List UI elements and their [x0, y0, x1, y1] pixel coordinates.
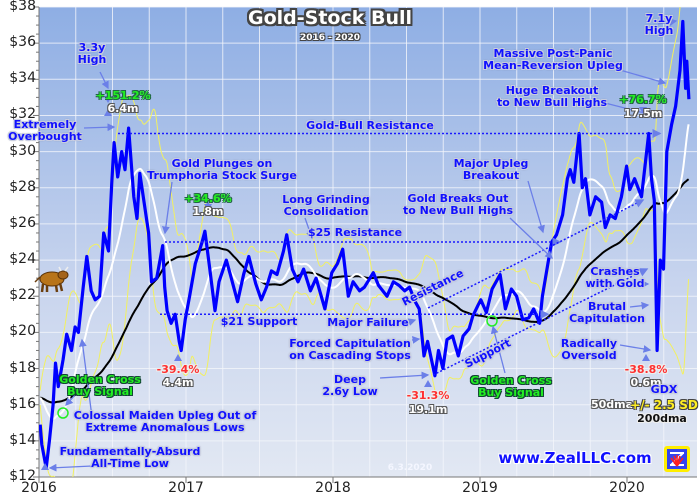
chart-title: Gold-Stock Bull	[247, 7, 413, 29]
y-tick-label: $14	[9, 431, 36, 448]
annotation-major-upleg: Major Upleg Breakout	[453, 157, 529, 182]
annotation-high-3y: 3.3y High	[77, 41, 107, 66]
marker-triangle	[204, 204, 212, 211]
annotation-arrow	[99, 71, 109, 90]
annotation-dur-2018: 19.1m	[408, 403, 448, 416]
marker-triangle	[104, 109, 112, 116]
annotation-gold-breaks: Gold Breaks Out to New Bull Highs	[402, 192, 514, 217]
legend-gdx: GDX	[650, 383, 678, 396]
annotation-arrow	[411, 336, 421, 344]
y-tick-label: $12	[9, 468, 36, 484]
golden-cross-marker	[57, 407, 69, 419]
series-group	[39, 7, 691, 477]
annotation-colossal: Colossal Maiden Upleg Out of Extreme Ano…	[73, 409, 257, 434]
annotation-brutal: Brutal Capitulation	[569, 300, 645, 325]
y-tick-label: $22	[9, 287, 36, 304]
chart-subtitle: 2016 - 2020	[299, 33, 361, 43]
annotation-gc-2019: Golden Cross Buy Signal	[470, 374, 552, 399]
y-tick-label: $24	[9, 251, 36, 268]
annotation-gc-2016: Golden Cross Buy Signal	[59, 373, 141, 398]
y-tick-label: $16	[9, 395, 36, 412]
annotation-crashes: Crashes with Gold	[585, 265, 645, 290]
gdx-price-line	[39, 19, 691, 470]
y-tick-label: $28	[9, 178, 36, 195]
annotation-overbought: Extremely Overbought	[8, 118, 82, 143]
annotation-arrow	[657, 18, 678, 26]
annotation-arrow	[509, 217, 553, 259]
annotation-loss-2016: -39.4%	[156, 363, 200, 376]
legend-200dma: 200dma	[637, 412, 687, 425]
marker-triangle	[41, 463, 49, 470]
zeal-logo	[664, 446, 690, 472]
annotation-arrow	[490, 325, 506, 374]
level-label: $21 Support	[220, 315, 298, 328]
upper-band-line	[39, 7, 681, 391]
chart-date: 6.3.2020	[387, 463, 433, 473]
legend-bands: +/- 2.5 SD	[630, 398, 698, 412]
annotation-huge-breakout: Huge Breakout to New Bull Highs	[496, 84, 608, 109]
annotation-arrow	[527, 180, 545, 234]
website-link[interactable]: www.ZealLLC.com	[498, 449, 652, 467]
annotation-dur-2016: 6.4m	[107, 102, 139, 115]
annotation-gain-2019: +76.7%	[619, 93, 667, 106]
annotation-oversold: Radically Oversold	[560, 337, 618, 362]
marker-triangle	[174, 354, 182, 361]
annotation-dur-2016b: 4.4m	[162, 376, 194, 389]
x-tick-label: 2016	[21, 480, 57, 496]
logo-icon	[667, 449, 687, 469]
annotation-gain-2017: +34.6%	[184, 192, 232, 205]
annotation-loss-2018: -31.3%	[406, 389, 450, 402]
annotation-arrow	[619, 344, 652, 353]
marker-triangle	[639, 97, 647, 104]
annotation-arrow	[162, 181, 173, 235]
marker-triangle	[104, 96, 112, 103]
annotation-arrow	[379, 371, 430, 380]
annotation-dur-2020: 0.6m	[630, 376, 662, 389]
x-tick-label: 2018	[315, 480, 351, 496]
level-label: $25 Resistance	[307, 226, 403, 239]
annotation-deep: Deep 2.6y Low	[322, 373, 378, 398]
annotation-plunges: Gold Plunges on Trumphoria Stock Surge	[147, 157, 297, 182]
y-tick-label: $38	[9, 0, 36, 14]
annotation-grinding: Long Grinding Consolidation	[282, 193, 370, 218]
annotation-arrow	[604, 102, 662, 120]
annotation-loss-2020: -38.8%	[624, 363, 668, 376]
x-tick-label: 2017	[168, 480, 204, 496]
x-tick-label: 2019	[462, 480, 498, 496]
y-tick-label: $26	[9, 214, 36, 231]
annotation-arrow	[629, 301, 650, 310]
y-tick-label: $34	[9, 70, 36, 87]
marker-triangle	[639, 107, 647, 114]
bull-icon	[34, 266, 69, 293]
ma50-line	[39, 124, 690, 420]
legend-50dma: 50dma	[590, 398, 634, 411]
annotation-dur-2019: 17.5m	[623, 107, 663, 120]
annotation-dur-2017: 1.8m	[192, 205, 224, 218]
y-tick-label: $30	[9, 142, 36, 159]
annotation-arrow	[83, 123, 116, 132]
y-tick-label: $32	[9, 106, 36, 123]
annotation-gain-2016: +151.2%	[95, 89, 151, 102]
annotation-arrow	[78, 338, 93, 418]
marker-triangle	[642, 354, 650, 361]
x-tick-label: 2020	[609, 480, 645, 496]
annotation-forced: Forced Capitulation on Cascading Stops	[289, 337, 411, 362]
annotation-arrow	[48, 463, 93, 472]
annotation-arrow	[65, 394, 76, 406]
y-tick-label: $36	[9, 34, 36, 51]
y-tick-label: $20	[9, 323, 36, 340]
resistance-trendline	[427, 199, 645, 309]
annotation-arrow	[405, 318, 417, 326]
annotation-arrow	[304, 217, 314, 240]
level-label: Gold-Bull Resistance	[306, 119, 434, 132]
annotation-absurd: Fundamentally-Absurd All-Time Low	[59, 445, 201, 470]
y-tick-label: $18	[9, 359, 36, 376]
annotation-major-failure: Major Failure	[327, 316, 409, 329]
annotation-high-7y: 7.1y High	[644, 12, 674, 37]
annotation-massive: Massive Post-Panic Mean-Reversion Upleg	[483, 47, 623, 72]
marker-triangle	[424, 380, 432, 387]
annotation-arrow	[619, 69, 667, 85]
